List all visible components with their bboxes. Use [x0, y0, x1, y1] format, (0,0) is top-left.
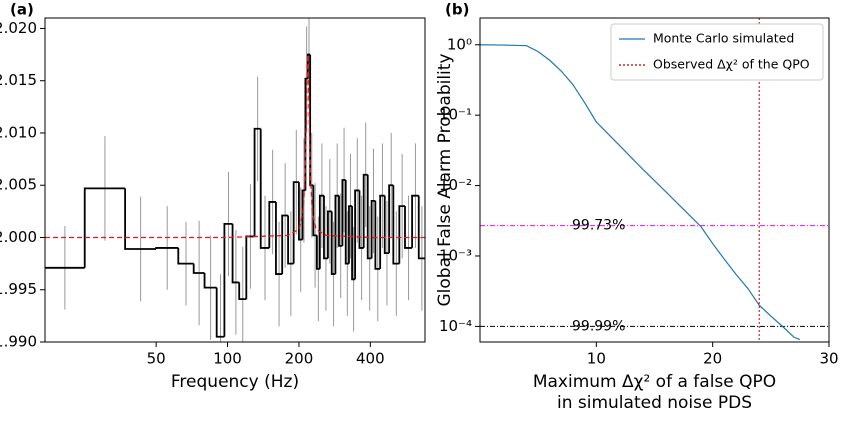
- x-tick-label: 10: [587, 350, 606, 368]
- y-tick-label: 2.005: [0, 176, 37, 194]
- step: [292, 181, 299, 264]
- x-axis-label: Frequency (Hz): [171, 372, 299, 392]
- step: [192, 263, 205, 274]
- step: [379, 194, 385, 269]
- y-tick-label: 10⁻²: [439, 176, 472, 194]
- step: [323, 195, 328, 260]
- step: [411, 194, 419, 248]
- step: [392, 185, 400, 265]
- step: [358, 190, 364, 249]
- step: [388, 184, 394, 254]
- x-tick-label: 200: [285, 350, 314, 368]
- panel-label: (a): [10, 1, 34, 19]
- legend-box: [610, 23, 824, 81]
- step: [354, 189, 360, 280]
- step: [362, 173, 368, 248]
- y-tick-label: 2.015: [0, 71, 37, 89]
- step: [327, 210, 332, 259]
- step: [318, 194, 324, 269]
- x-axis-label: in simulated noise PDS: [557, 393, 752, 413]
- y-tick-label: 10⁻³: [439, 246, 472, 264]
- y-tick-label: 2.010: [0, 123, 37, 141]
- step: [177, 247, 194, 265]
- step: [366, 174, 372, 260]
- step: [344, 180, 349, 265]
- step: [281, 214, 289, 275]
- x-axis-label: Maximum Δχ² of a false QPO: [533, 372, 776, 392]
- step: [301, 189, 306, 240]
- legend-label: Monte Carlo simulated: [653, 31, 794, 46]
- axes-frame: [44, 17, 426, 343]
- x-tick-label: 50: [147, 350, 166, 368]
- step: [253, 127, 261, 237]
- step: [124, 188, 157, 250]
- plot-area: [480, 18, 829, 342]
- step: [223, 222, 233, 337]
- step: [370, 200, 376, 259]
- step: [398, 205, 405, 264]
- step: [306, 53, 311, 79]
- x-tick-label: 20: [703, 350, 722, 368]
- step: [259, 128, 270, 249]
- axes-frame: [479, 17, 830, 343]
- y-tick-label: 1.990: [0, 333, 37, 351]
- y-axis-label: Global False Alarm Probability: [435, 54, 455, 307]
- step: [338, 195, 343, 247]
- step: [348, 205, 353, 264]
- y-tick-label: 10⁻¹: [439, 106, 472, 124]
- y-tick-label: 10⁰: [447, 35, 472, 53]
- step: [238, 282, 247, 301]
- legend-label: Observed Δχ² of the QPO: [653, 57, 810, 72]
- x-tick-label: 400: [356, 350, 385, 368]
- step: [275, 201, 283, 275]
- x-tick-label: 30: [819, 350, 838, 368]
- step: [309, 54, 314, 187]
- step: [417, 195, 425, 260]
- step: [334, 194, 339, 275]
- step: [287, 215, 294, 265]
- step: [83, 187, 126, 268]
- step: [374, 200, 381, 270]
- y-tick-label: 2.000: [0, 228, 37, 246]
- step: [315, 235, 320, 270]
- y-tick-label: 2.020: [0, 19, 37, 37]
- panel-label: (b): [445, 1, 469, 19]
- step: [404, 206, 413, 249]
- step: [298, 182, 303, 241]
- x-tick-label: 100: [213, 350, 242, 368]
- confidence-label: 99.73%: [572, 218, 625, 234]
- step: [203, 273, 217, 289]
- step: [215, 287, 225, 338]
- step: [330, 211, 336, 275]
- step: [312, 185, 317, 237]
- y-tick-label: 10⁻⁴: [439, 317, 472, 335]
- step: [341, 179, 346, 246]
- y-tick-label: 1.995: [0, 280, 37, 298]
- confidence-label: 99.99%: [572, 318, 625, 334]
- step: [383, 195, 390, 255]
- step: [155, 247, 179, 249]
- step: [351, 206, 356, 281]
- model-line: [45, 54, 425, 239]
- step: [231, 223, 240, 284]
- step: [268, 201, 276, 248]
- plot-area: [45, 18, 425, 342]
- mc-line: [480, 44, 801, 341]
